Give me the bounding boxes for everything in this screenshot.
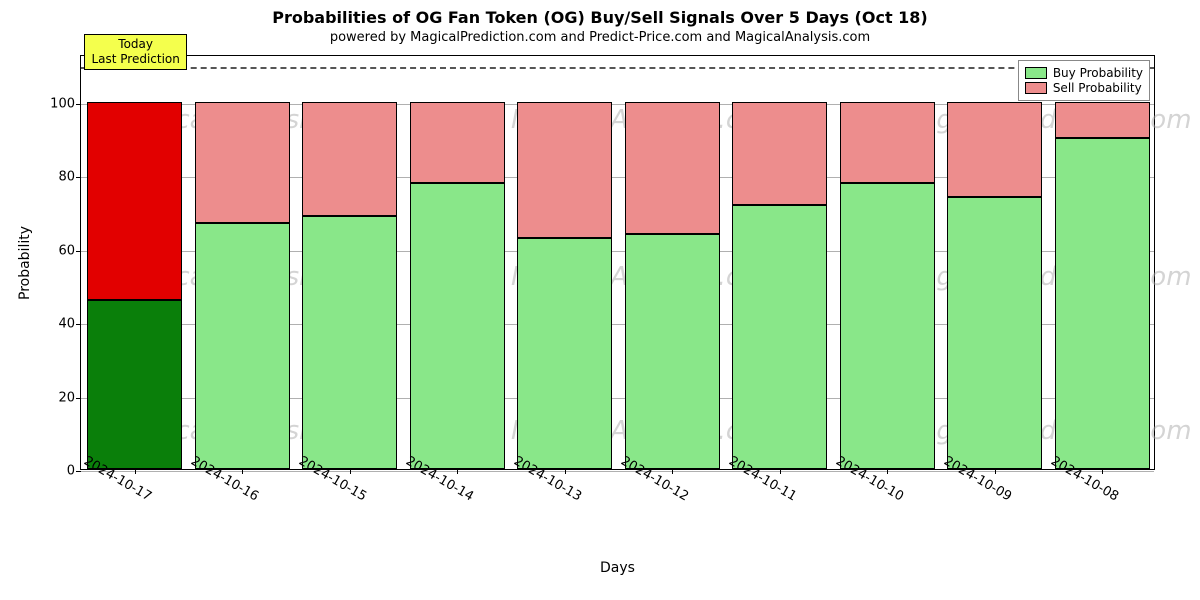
ytick-mark: [76, 177, 81, 178]
xtick-mark: [135, 469, 136, 474]
bar-group: [87, 102, 182, 469]
bar-sell: [947, 102, 1042, 197]
legend-label-sell: Sell Probability: [1053, 81, 1142, 95]
xtick-mark: [672, 469, 673, 474]
bar-buy: [625, 234, 720, 469]
legend-item-buy: Buy Probability: [1025, 66, 1143, 80]
ytick-mark: [76, 251, 81, 252]
bar-buy: [1055, 138, 1150, 469]
xtick-mark: [995, 469, 996, 474]
today-line2: Last Prediction: [91, 52, 179, 67]
bar-sell: [840, 102, 935, 183]
legend: Buy Probability Sell Probability: [1018, 60, 1150, 101]
ytick-label: 80: [58, 170, 75, 185]
bar-group: [195, 102, 290, 469]
ytick-label: 40: [58, 317, 75, 332]
bar-sell: [87, 102, 182, 300]
ytick-mark: [76, 324, 81, 325]
bar-sell: [517, 102, 612, 238]
bar-buy: [87, 300, 182, 469]
today-annotation: TodayLast Prediction: [84, 34, 186, 70]
xtick-mark: [350, 469, 351, 474]
bar-buy: [947, 197, 1042, 469]
bar-buy: [840, 183, 935, 469]
y-axis-label-wrap: Probability: [15, 55, 35, 470]
bar-sell: [195, 102, 290, 223]
bars-layer: [81, 56, 1154, 469]
xtick-mark: [457, 469, 458, 474]
bar-group: [840, 102, 935, 469]
bar-sell: [732, 102, 827, 205]
legend-swatch-sell: [1025, 82, 1047, 94]
bar-group: [625, 102, 720, 469]
bar-group: [947, 102, 1042, 469]
plot-area: MagicalAnalysis.comMagicalAnalysis.comMa…: [80, 55, 1155, 470]
bar-group: [1055, 102, 1150, 469]
ytick-label: 100: [50, 96, 75, 111]
bar-group: [732, 102, 827, 469]
x-axis-label: Days: [80, 560, 1155, 576]
bar-group: [302, 102, 397, 469]
legend-label-buy: Buy Probability: [1053, 66, 1143, 80]
bar-buy: [302, 216, 397, 469]
bar-sell: [1055, 102, 1150, 139]
ytick-label: 60: [58, 243, 75, 258]
today-line1: Today: [91, 37, 179, 52]
xtick-mark: [1102, 469, 1103, 474]
bar-group: [517, 102, 612, 469]
ytick-mark: [76, 471, 81, 472]
chart-title: Probabilities of OG Fan Token (OG) Buy/S…: [0, 8, 1200, 27]
bar-sell: [302, 102, 397, 216]
bar-buy: [517, 238, 612, 469]
y-axis-label: Probability: [17, 225, 33, 299]
bar-buy: [732, 205, 827, 469]
xtick-mark: [565, 469, 566, 474]
ytick-label: 0: [67, 464, 75, 479]
legend-item-sell: Sell Probability: [1025, 81, 1143, 95]
bar-sell: [410, 102, 505, 183]
xtick-mark: [242, 469, 243, 474]
ytick-mark: [76, 104, 81, 105]
xtick-mark: [887, 469, 888, 474]
xtick-mark: [780, 469, 781, 474]
bar-group: [410, 102, 505, 469]
bar-buy: [410, 183, 505, 469]
bar-buy: [195, 223, 290, 469]
legend-swatch-buy: [1025, 67, 1047, 79]
ytick-label: 20: [58, 390, 75, 405]
ytick-mark: [76, 398, 81, 399]
bar-sell: [625, 102, 720, 234]
chart-container: Probabilities of OG Fan Token (OG) Buy/S…: [0, 0, 1200, 600]
